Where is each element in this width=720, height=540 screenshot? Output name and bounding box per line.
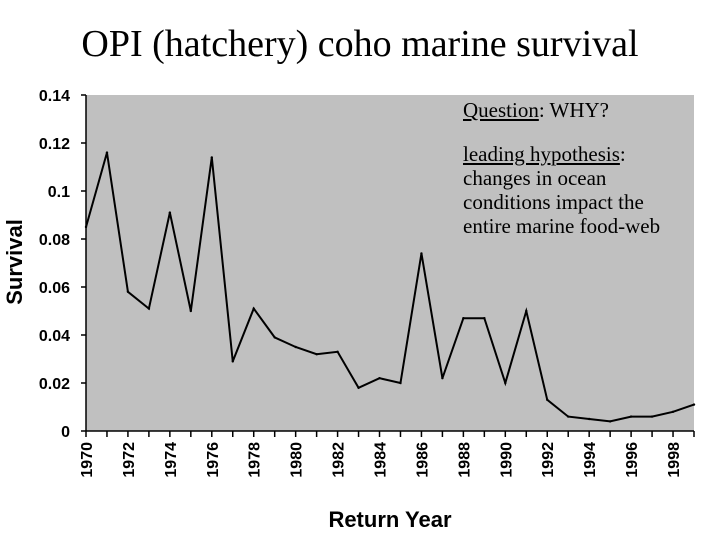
y-tick-label: 0.14	[39, 88, 70, 105]
question-label: Question	[463, 98, 539, 122]
data-point	[336, 350, 339, 353]
data-point	[525, 309, 528, 313]
data-point	[420, 252, 423, 255]
x-tick-label: 1974	[163, 442, 180, 478]
data-point	[629, 415, 633, 418]
data-point	[168, 211, 172, 214]
x-tick-label: 1990	[498, 442, 515, 478]
data-point	[273, 336, 276, 339]
y-tick-label: 0.08	[39, 232, 70, 249]
data-point	[84, 225, 88, 229]
data-point	[210, 156, 213, 159]
x-tick-label: 1976	[205, 442, 222, 478]
x-tick-label: 1986	[414, 442, 431, 478]
data-point	[378, 377, 381, 380]
data-point	[546, 398, 549, 401]
y-tick-label: 0.12	[39, 136, 70, 153]
data-point	[462, 317, 465, 320]
data-point	[567, 415, 570, 418]
x-tick-label: 1988	[456, 442, 473, 478]
x-axis-title: Return Year	[328, 507, 452, 532]
data-point	[650, 415, 654, 418]
data-point	[441, 377, 444, 380]
data-point	[231, 360, 234, 363]
x-tick-label: 1978	[247, 442, 264, 478]
data-point	[315, 353, 318, 356]
y-tick-label: 0.1	[48, 184, 70, 201]
x-tick-label: 1992	[540, 442, 557, 478]
data-point	[504, 381, 507, 385]
data-point	[587, 417, 591, 421]
data-point	[126, 290, 130, 293]
data-point	[189, 309, 193, 313]
hypothesis-text: : changes in ocean conditions impact the…	[463, 142, 661, 238]
x-tick-label: 1998	[666, 442, 683, 478]
plot-area	[86, 95, 694, 431]
x-tick-label: 1980	[289, 442, 306, 478]
data-point	[105, 151, 109, 154]
x-tick-label: 1970	[79, 442, 96, 478]
hypothesis-annotation: leading hypothesis: changes in ocean con…	[463, 142, 688, 238]
data-point	[692, 403, 696, 406]
x-tick-label: 1984	[373, 442, 390, 478]
y-tick-label: 0	[61, 424, 70, 441]
question-text: : WHY?	[538, 98, 610, 122]
data-point	[252, 307, 255, 310]
question-annotation: Question: WHY?	[463, 98, 609, 122]
x-tick-label: 1994	[582, 442, 599, 478]
x-tick-label: 1982	[331, 442, 348, 478]
data-point	[483, 317, 486, 320]
y-axis-title: Survival	[2, 219, 27, 305]
x-tick-label: 1996	[624, 442, 641, 478]
data-point	[147, 307, 151, 310]
y-tick-label: 0.04	[39, 328, 70, 345]
y-tick-label: 0.06	[39, 280, 70, 297]
survival-series-line	[85, 152, 695, 423]
y-tick-label: 0.02	[39, 376, 70, 393]
data-point	[294, 345, 297, 349]
hypothesis-label: leading hypothesis	[463, 142, 620, 166]
data-point	[399, 381, 402, 385]
data-point	[608, 420, 612, 423]
data-point	[671, 410, 675, 413]
x-tick-label: 1972	[121, 442, 138, 478]
slide-title: OPI (hatchery) coho marine survival	[81, 23, 639, 65]
data-point	[357, 386, 360, 389]
